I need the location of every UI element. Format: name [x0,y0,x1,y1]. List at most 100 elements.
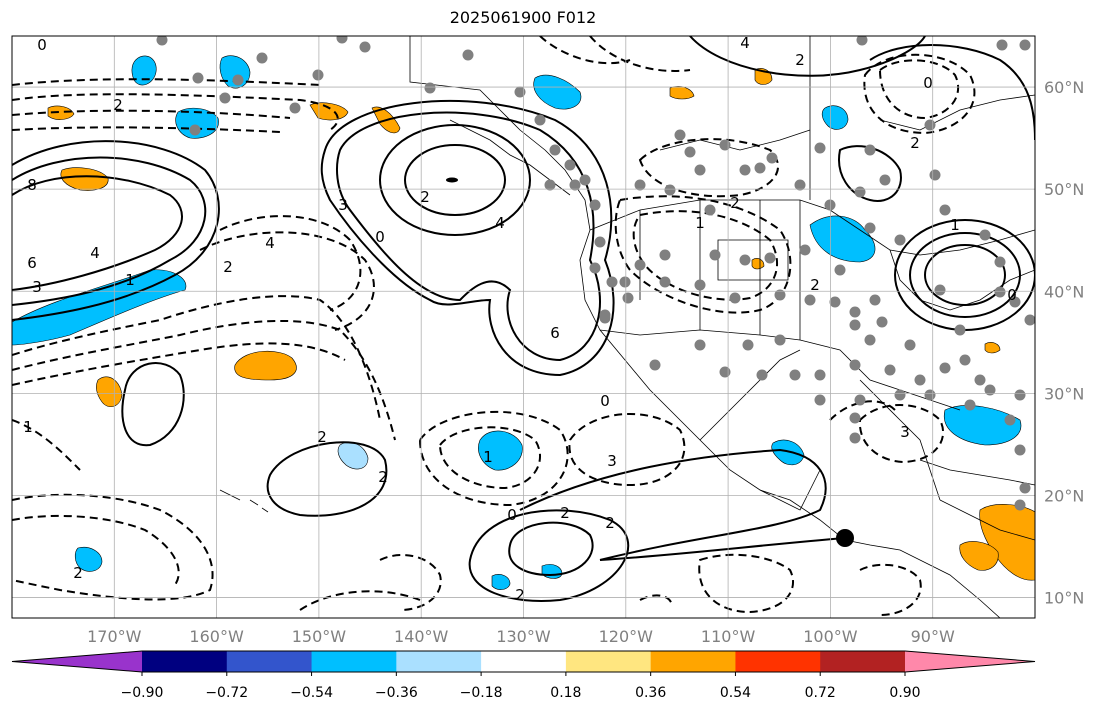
station-dot [799,244,811,256]
contour-line [12,514,180,586]
station-dot [709,249,721,261]
contour-line [924,244,1006,306]
contour-line [379,124,531,236]
contour-line [12,419,81,471]
contour-line [12,78,321,86]
station-dot [1019,39,1031,51]
colorbar-tick-label: 0.36 [635,685,666,701]
station-dot [634,259,646,271]
contour-line [336,111,601,362]
colorbar-tick-label: 0.18 [550,685,581,701]
map-frame [11,35,1036,619]
station-dot [549,144,561,156]
station-dot [829,296,841,308]
positive-anomaly-region [984,342,1001,354]
station-dot [312,69,324,81]
contour-line [121,362,185,447]
contour-line [12,109,291,119]
station-dot [994,286,1006,298]
colorbar-segment [735,651,821,672]
contour-line [859,563,922,616]
station-dot [794,179,806,191]
station-dot [649,359,661,371]
contour-line [12,126,281,133]
station-dot [659,276,671,288]
contour-line [404,144,506,216]
station-dot [984,384,996,396]
colorbar-tick-label: 0.72 [805,685,836,701]
positive-anomaly-region [959,541,999,571]
station-dot [719,366,731,378]
negative-anomaly-region [478,430,523,471]
contour-value-label: 3 [900,423,910,441]
contour-value-label: 0 [600,392,610,410]
longitude-label: 90°W [911,627,955,646]
latitude-label: 20°N [1044,486,1084,505]
colorbar-low-extension [12,651,142,672]
contour-value-label: 0 [37,36,47,54]
colorbar-tick-label: 0.54 [720,685,751,701]
station-dot [924,389,936,401]
station-dot [1014,499,1026,511]
contour-value-label: 2 [810,276,820,294]
contour-line [12,493,214,601]
coastlines [219,36,1035,618]
contour-line [639,594,673,606]
positive-anomaly-region [47,105,75,120]
station-dot [336,36,348,44]
colorbar-tick-label: −0.18 [460,685,503,701]
colorbar-tick-labels: −0.90 −0.72 −0.54 −0.36 −0.18 0.18 0.36 0.54 0.7… [121,672,921,701]
station-dot [884,364,896,376]
contour-value-label: 0 [507,506,517,524]
contour-value-label: 4 [740,34,750,52]
contour-value-label: 2 [730,194,740,212]
contour-line [508,521,594,577]
station-dot [894,234,906,246]
station-dot [694,339,706,351]
colorbar [11,650,1036,673]
contour-line [12,140,220,321]
colorbar-segment [820,651,906,672]
station-dot [979,229,991,241]
contour-value-label: 1 [695,214,705,232]
station-dot [856,36,868,46]
contour-value-label: 1 [125,271,135,289]
map-title: 2025061900 F012 [449,8,597,27]
station-dot [996,39,1008,51]
station-dot [544,179,556,191]
station-dot [814,394,826,406]
longitude-label: 130°W [496,627,551,646]
station-dot [804,294,816,306]
station-dot [424,82,436,94]
contour-value-label: 2 [515,586,525,604]
station-dot [774,334,786,346]
contour-value-label: 6 [27,254,37,272]
contour-line [909,232,1021,318]
station-dot [534,114,546,126]
positive-anomaly-region [234,350,297,381]
positive-anomaly-region [96,376,123,408]
contour-line [379,554,442,611]
station-dot [849,359,861,371]
station-dot [849,319,861,331]
station-dot [754,162,766,174]
longitude-label: 140°W [394,627,449,646]
station-dot [924,119,936,131]
station-dot [814,142,826,154]
station-dot [1019,482,1031,494]
contour-line [599,537,846,561]
station-dot [764,252,776,264]
station-dot [664,184,676,196]
contour-line [568,413,686,487]
contour-value-label: 0 [1007,286,1017,304]
longitude-label: 170°W [87,627,142,646]
station-dot [232,74,244,86]
station-dot [634,179,646,191]
positive-anomaly-region [751,258,765,270]
negative-anomaly-region [943,405,1022,446]
station-dot [864,334,876,346]
station-dot [589,199,601,211]
station-dot [694,164,706,176]
station-dot [766,152,778,164]
contour-value-label: 4 [90,244,100,262]
